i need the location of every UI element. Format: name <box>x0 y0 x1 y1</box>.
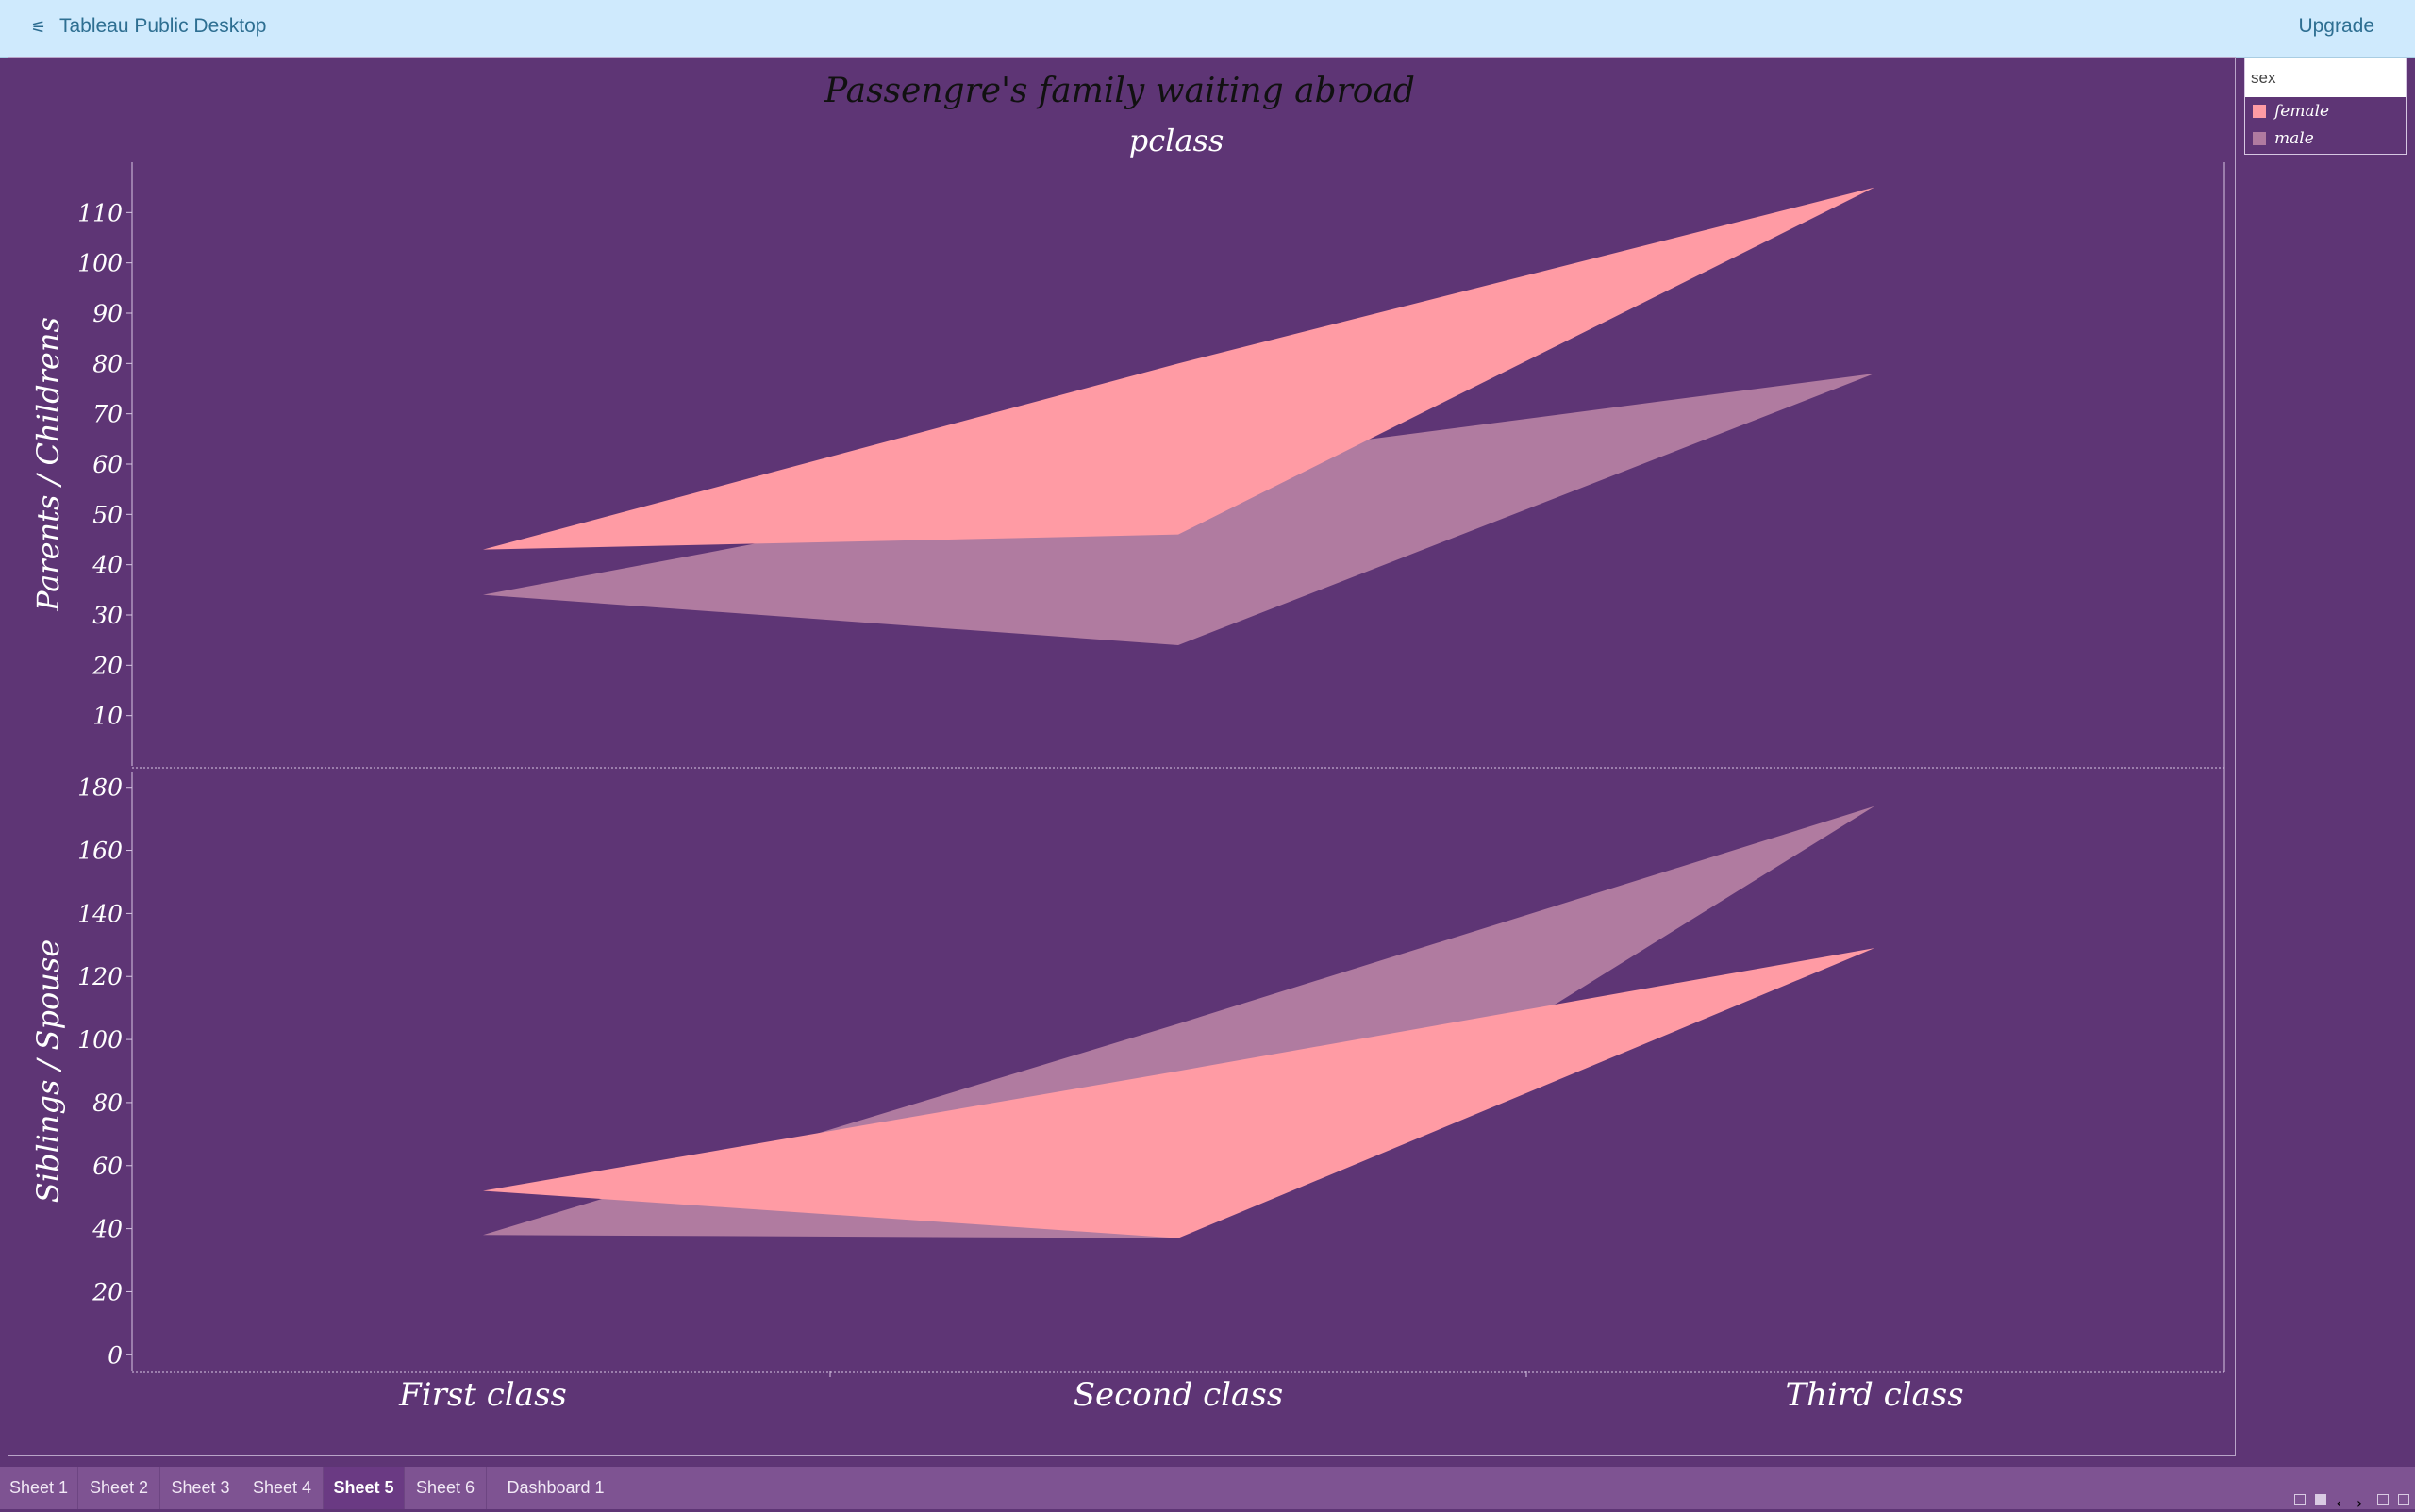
y-tick-label: 90 <box>92 300 123 327</box>
y-tick-label: 0 <box>108 1341 123 1369</box>
color-legend: sex female male <box>2244 58 2407 155</box>
x-tick-label: Third class <box>1785 1376 1963 1414</box>
y-axis-title-1: Parents / Childrens <box>30 317 66 612</box>
legend-item-male[interactable]: male <box>2245 125 2406 152</box>
y-tick-label: 110 <box>77 199 123 226</box>
y-tick-label: 100 <box>77 1026 123 1054</box>
y-tick-label: 60 <box>92 451 123 478</box>
tableau-logo-icon: ⚟ <box>30 18 47 38</box>
area-female-panel-1 <box>483 187 1874 550</box>
area-chart: Passengre's family waiting abroad pclass 1… <box>30 72 2225 1414</box>
upgrade-link[interactable]: Upgrade <box>2298 15 2374 37</box>
y-tick-label: 40 <box>92 1216 123 1243</box>
grid-view-icon[interactable] <box>2294 1494 2306 1505</box>
y-tick-label: 30 <box>92 602 123 629</box>
view-controls: ‹ › <box>2294 1494 2409 1512</box>
x-tick-label: Second class <box>1074 1376 1283 1414</box>
tab-sheet-4[interactable]: Sheet 4 <box>242 1467 324 1509</box>
presentation-icon[interactable] <box>2398 1494 2409 1505</box>
prev-icon[interactable]: ‹ <box>2336 1494 2342 1512</box>
y-tick-label: 120 <box>77 963 123 990</box>
y-tick-label: 80 <box>92 1089 123 1117</box>
y-tick-label: 50 <box>92 501 123 528</box>
column-header: pclass <box>1129 123 1224 158</box>
y-tick-label: 60 <box>92 1153 123 1180</box>
y-tick-label: 100 <box>77 250 123 277</box>
y-tick-label: 140 <box>77 900 123 927</box>
y-tick-label: 40 <box>92 552 123 579</box>
y-tick-label: 180 <box>77 774 123 802</box>
legend-label-male: male <box>2274 128 2314 148</box>
worksheet-canvas <box>8 57 2236 1456</box>
y-tick-label: 80 <box>92 350 123 377</box>
legend-swatch-male <box>2253 131 2266 145</box>
legend-title: sex <box>2245 58 2406 97</box>
chart-title: Passengre's family waiting abroad <box>824 72 1415 110</box>
tab-sheet-6[interactable]: Sheet 6 <box>405 1467 487 1509</box>
tab-sheet-3[interactable]: Sheet 3 <box>160 1467 242 1509</box>
y-tick-label: 160 <box>77 838 123 865</box>
y-axis-title-2: Siblings / Spouse <box>30 939 66 1203</box>
tab-sheet-5[interactable]: Sheet 5 <box>324 1467 405 1509</box>
y-tick-label: 20 <box>92 1278 123 1305</box>
tile-view-icon[interactable] <box>2315 1494 2326 1505</box>
app-title: Tableau Public Desktop <box>59 15 267 37</box>
y-tick-label: 70 <box>92 401 123 428</box>
area-female-panel-2 <box>483 948 1874 1238</box>
y-tick-label: 10 <box>92 703 123 730</box>
area-male-panel-2 <box>483 806 1874 1238</box>
legend-swatch-female <box>2253 104 2266 118</box>
fullscreen-icon[interactable] <box>2377 1494 2389 1505</box>
x-tick-label: First class <box>398 1376 567 1414</box>
tab-sheet-2[interactable]: Sheet 2 <box>78 1467 160 1509</box>
next-icon[interactable]: › <box>2357 1494 2363 1512</box>
tab-sheet-1[interactable]: Sheet 1 <box>0 1467 78 1509</box>
legend-item-female[interactable]: female <box>2245 97 2406 125</box>
y-tick-label: 20 <box>92 652 123 679</box>
legend-label-female: female <box>2274 101 2330 121</box>
title-bar: ⚟ Tableau Public Desktop Upgrade <box>0 0 2415 58</box>
tab-dashboard-1[interactable]: Dashboard 1 <box>487 1467 625 1509</box>
sheet-tab-bar: Sheet 1 Sheet 2 Sheet 3 Sheet 4 Sheet 5 … <box>0 1467 2415 1512</box>
